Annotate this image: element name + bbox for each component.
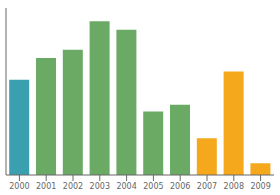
svg-text:2006: 2006	[170, 182, 190, 191]
svg-text:2000: 2000	[9, 182, 29, 191]
svg-text:2007: 2007	[197, 182, 217, 191]
svg-text:2009: 2009	[250, 182, 270, 191]
svg-text:2004: 2004	[116, 182, 136, 191]
svg-text:2005: 2005	[143, 182, 163, 191]
svg-text:2002: 2002	[63, 182, 83, 191]
svg-text:2008: 2008	[224, 182, 244, 191]
svg-text:2001: 2001	[36, 182, 56, 191]
svg-text:2003: 2003	[90, 182, 110, 191]
